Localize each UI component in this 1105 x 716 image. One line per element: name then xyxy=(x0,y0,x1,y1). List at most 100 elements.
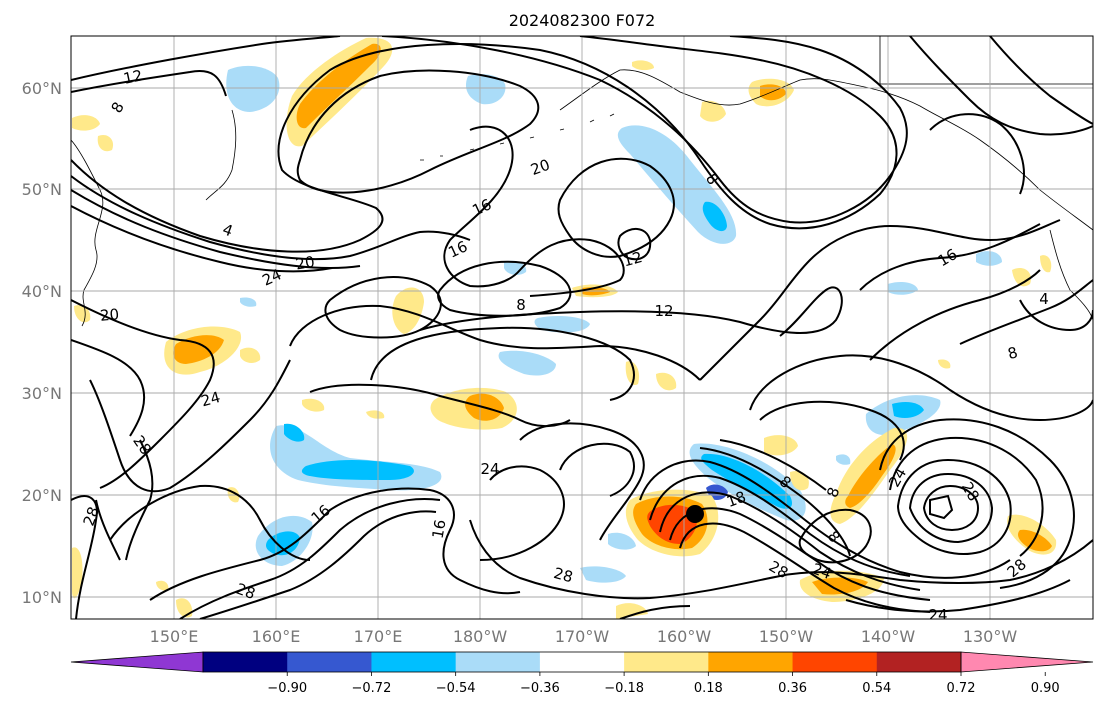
contour-label: 28 xyxy=(234,580,258,603)
contour-label: 24 xyxy=(480,460,499,478)
coastline-alaska xyxy=(559,69,1093,231)
border-alaska-canada xyxy=(879,36,1093,85)
contour-line xyxy=(1019,299,1093,332)
contour-line xyxy=(908,472,994,544)
contour-line xyxy=(419,286,843,337)
contour-line xyxy=(909,36,1093,136)
contour-line xyxy=(749,354,1093,422)
negative-anomaly-region xyxy=(580,566,626,583)
contour-line xyxy=(699,447,851,557)
contour-line xyxy=(71,36,898,253)
lon-label: 140°W xyxy=(861,627,916,646)
colorbar-tick-label: −0.72 xyxy=(352,681,392,696)
lat-label: 30°N xyxy=(22,384,62,403)
contour-line xyxy=(519,422,645,541)
negative-anomaly-region xyxy=(266,531,300,556)
contour-line xyxy=(557,157,675,258)
contour-line xyxy=(289,304,701,381)
colorbar-frame xyxy=(202,651,962,673)
coastline-asia xyxy=(71,139,104,327)
positive-anomaly-region xyxy=(1040,255,1052,273)
contour-line xyxy=(71,175,471,261)
contour-line xyxy=(859,223,1041,291)
lon-label: 150°E xyxy=(150,627,199,646)
contour-line xyxy=(125,439,154,561)
contour-line xyxy=(617,228,652,261)
negative-anomaly-region xyxy=(498,350,556,376)
positive-anomaly-region xyxy=(72,115,100,131)
contour-label: 8 xyxy=(516,296,526,314)
positive-anomaly-region xyxy=(302,398,325,412)
contour-label: 24 xyxy=(199,388,222,410)
lon-label: 130°W xyxy=(963,627,1018,646)
lon-label: 170°W xyxy=(555,627,610,646)
lat-label: 40°N xyxy=(22,282,62,301)
negative-anomaly-region xyxy=(226,65,280,112)
negative-anomaly-region xyxy=(888,282,918,295)
negative-anomaly-region xyxy=(504,260,527,275)
colorbar-tick-label: 0.18 xyxy=(694,681,723,696)
contour-line xyxy=(437,260,572,317)
positive-anomaly-region xyxy=(700,100,726,122)
positive-anomaly-region xyxy=(647,504,698,544)
lat-label: 20°N xyxy=(22,486,62,505)
colorbar-swatch xyxy=(539,652,625,672)
lon-label: 150°W xyxy=(759,627,814,646)
contour-label: 12 xyxy=(621,248,644,270)
negative-anomaly-region xyxy=(976,251,1002,266)
map-area: 12 8 4 20 8 16 16 12 12 8 16 4 8 24 20 2… xyxy=(71,36,1093,624)
negative-anomaly-region xyxy=(240,297,257,307)
contour-line xyxy=(149,487,521,601)
contour-line xyxy=(929,494,954,520)
contour-label: 28 xyxy=(80,504,103,528)
contour-label: 24 xyxy=(928,606,947,624)
colorbar-swatch xyxy=(287,652,372,672)
colorbar-tick-label: −0.18 xyxy=(604,681,644,696)
lon-label: 160°E xyxy=(252,627,301,646)
colorbar-tick-labels: −0.90 −0.72 −0.54 −0.36 −0.18 0.18 0.36 0.54 0.7… xyxy=(267,672,1060,696)
contour-line xyxy=(559,442,635,497)
contour-line xyxy=(679,522,931,613)
latitude-labels: 60°N 50°N 40°N 30°N 20°N 10°N xyxy=(22,79,62,607)
contour-line xyxy=(869,269,1041,361)
contour-label: 18 xyxy=(724,488,748,511)
contour-line xyxy=(989,36,1093,125)
contour-line xyxy=(71,189,361,270)
negative-anomaly-region xyxy=(892,402,924,418)
contour-label: 20 xyxy=(99,305,120,325)
contour-line xyxy=(639,459,1011,579)
colorbar-swatch xyxy=(624,652,709,672)
contour-line xyxy=(443,125,625,297)
colorbar-extend-high xyxy=(960,651,1094,673)
storm-center-dot-icon xyxy=(686,505,704,523)
colorbar-swatch xyxy=(792,652,878,672)
contour-line xyxy=(309,383,571,427)
contour-line xyxy=(479,465,565,561)
contour-line xyxy=(845,579,1071,613)
aleutian-islands xyxy=(420,113,615,161)
coastlines xyxy=(71,36,1093,327)
contour-label: 20 xyxy=(528,156,552,179)
colorbar-swatch xyxy=(708,652,794,672)
negative-anomaly-region xyxy=(608,532,636,550)
colorbar-tick-label: −0.36 xyxy=(520,681,560,696)
negative-anomaly-region xyxy=(284,423,305,442)
colorbar-tick-label: −0.90 xyxy=(267,681,307,696)
negative-anomaly-region xyxy=(836,454,851,465)
contour-line xyxy=(199,510,437,619)
contour-line xyxy=(879,418,1075,589)
contour-line xyxy=(71,36,341,81)
positive-anomaly-region xyxy=(656,372,677,391)
figure-title: 2024082300 F072 xyxy=(509,11,656,30)
positive-anomaly-region xyxy=(176,598,193,618)
lat-label: 50°N xyxy=(22,180,62,199)
contour-label: 24 xyxy=(810,560,834,583)
colorbar-tick-label: −0.54 xyxy=(436,681,476,696)
contour-line xyxy=(370,326,635,401)
contour-line xyxy=(71,205,333,273)
contour-line xyxy=(659,491,921,591)
contour-line xyxy=(469,519,1093,600)
shaded-anomaly-fields xyxy=(72,37,1057,619)
coastline-kamchatka xyxy=(205,109,237,201)
